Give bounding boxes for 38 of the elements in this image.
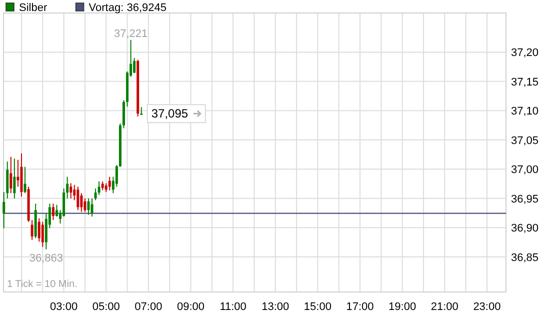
y-tick-label: 36,85 xyxy=(511,252,539,264)
y-tick-label: 36,95 xyxy=(511,193,539,206)
legend-label: Vortag: 36,9245 xyxy=(88,2,166,14)
candlestick xyxy=(76,186,80,211)
annotation: 37,095 xyxy=(151,106,188,121)
x-tick-label: 13:00 xyxy=(262,301,290,313)
annotation: 1 Tick = 10 Min. xyxy=(7,279,78,290)
x-tick-label: 17:00 xyxy=(346,301,374,313)
candlestick xyxy=(52,203,54,221)
y-tick-label: 37,15 xyxy=(511,76,539,88)
candlestick xyxy=(90,198,94,218)
candlestick xyxy=(87,198,90,216)
candlestick xyxy=(56,204,58,218)
annotation: 36,863 xyxy=(29,252,63,264)
legend-label: Silber xyxy=(19,2,48,14)
x-tick-label: 23:00 xyxy=(473,301,501,313)
x-tick-label: 19:00 xyxy=(388,301,416,313)
candlestick xyxy=(10,156,12,194)
x-tick-label: 11:00 xyxy=(220,301,246,313)
y-tick-label: 37,20 xyxy=(511,47,539,60)
candlestick xyxy=(13,158,16,199)
candlestick xyxy=(80,192,83,212)
x-tick-label: 15:00 xyxy=(304,301,332,313)
candlestick xyxy=(98,180,100,196)
y-tick-label: 37,05 xyxy=(511,134,539,147)
x-tick-label: 03:00 xyxy=(50,301,78,313)
x-tick-label: 07:00 xyxy=(134,301,162,313)
annotation: 37,221 xyxy=(114,28,148,40)
y-tick-label: 36,90 xyxy=(511,222,539,235)
x-tick-label: 21:00 xyxy=(430,301,458,313)
y-tick-label: 37,10 xyxy=(511,106,539,118)
candlestick xyxy=(41,221,44,248)
x-tick-label: 05:00 xyxy=(92,301,120,313)
x-tick-label: 09:00 xyxy=(176,301,205,313)
candlestick xyxy=(24,166,26,194)
candlestick xyxy=(70,182,72,199)
y-tick-label: 37,00 xyxy=(511,164,539,176)
candlestick xyxy=(108,176,111,191)
